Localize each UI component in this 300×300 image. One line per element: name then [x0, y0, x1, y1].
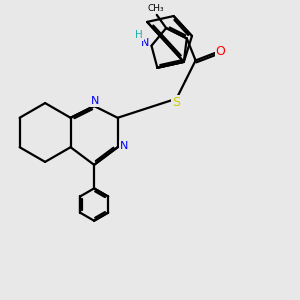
Text: S: S	[172, 96, 180, 109]
Text: H: H	[135, 30, 143, 40]
Text: N: N	[120, 141, 128, 151]
Text: O: O	[216, 45, 226, 58]
Text: CH₃: CH₃	[148, 4, 164, 13]
Text: N: N	[141, 38, 149, 48]
Text: N: N	[91, 96, 99, 106]
